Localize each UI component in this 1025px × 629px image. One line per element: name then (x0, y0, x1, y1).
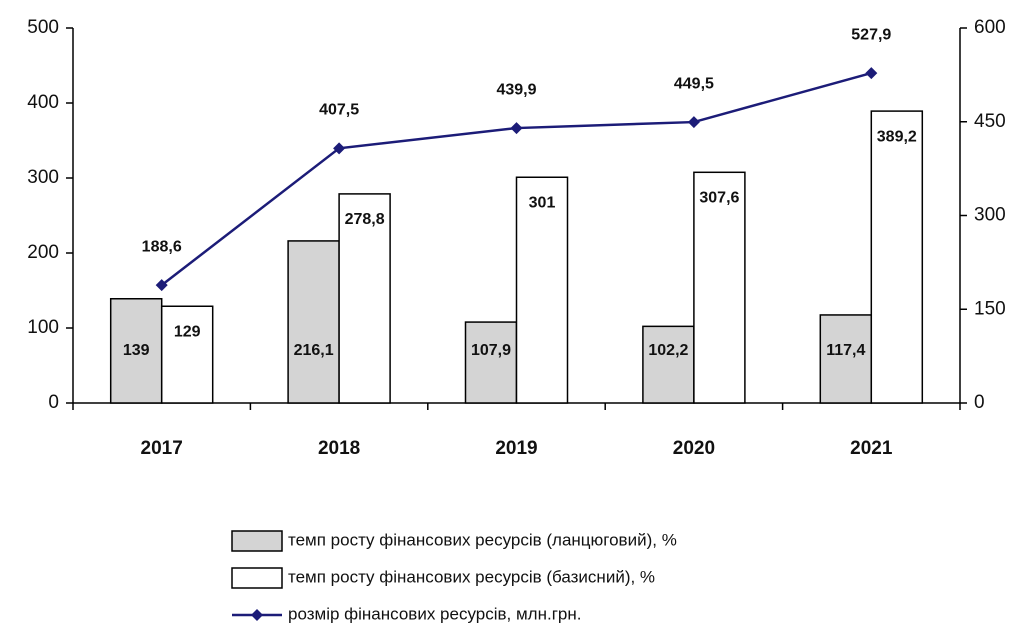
bar (464, 321, 518, 404)
bar (160, 305, 214, 404)
y-tick-label: 400 (27, 92, 59, 113)
legend-swatch (231, 530, 283, 552)
y2-tick-label: 150 (974, 298, 1006, 319)
x-tick-label: 2017 (141, 438, 183, 459)
y2-tick-label: 600 (974, 17, 1006, 38)
data-label: 129 (174, 323, 201, 340)
legend-swatch (231, 567, 283, 589)
legend-label: розмір фінансових ресурсів, млн.грн. (288, 604, 581, 623)
y-tick-label: 100 (27, 317, 59, 338)
data-label: 389,2 (877, 128, 917, 145)
bar (338, 193, 391, 404)
data-label: 527,9 (851, 26, 891, 43)
y-tick-label: 0 (48, 392, 59, 413)
bar (109, 298, 163, 404)
data-label: 216,1 (294, 342, 334, 359)
x-tick-label: 2019 (495, 438, 537, 459)
data-label: 407,5 (319, 102, 359, 119)
y-tick-label: 300 (27, 167, 59, 188)
data-label: 139 (123, 342, 150, 359)
bar (693, 171, 746, 404)
data-label: 278,8 (345, 211, 385, 228)
x-tick-label: 2020 (673, 438, 715, 459)
bar (819, 314, 873, 404)
y2-tick-label: 0 (974, 392, 985, 413)
y-tick-label: 200 (27, 242, 59, 263)
x-tick-label: 2021 (850, 438, 893, 459)
legend-label: темп росту фінансових ресурсів (базисний… (288, 567, 655, 586)
y-tick-label: 500 (27, 17, 59, 38)
data-label: 117,4 (826, 342, 865, 359)
legend-label: темп росту фінансових ресурсів (ланцюгов… (288, 530, 677, 549)
y2-tick-label: 300 (974, 205, 1006, 226)
data-label: 307,6 (699, 190, 739, 207)
marker (333, 142, 346, 155)
marker (510, 122, 523, 135)
marker (687, 116, 700, 129)
bar (515, 176, 569, 404)
data-label: 102,2 (648, 342, 688, 359)
bar (287, 240, 340, 404)
data-label: 107,9 (471, 342, 511, 359)
data-label: 188,6 (142, 238, 182, 255)
legend-marker (251, 609, 263, 621)
data-label: 301 (529, 194, 556, 211)
bar (870, 110, 924, 404)
y2-tick-label: 450 (974, 111, 1006, 132)
marker (155, 279, 168, 292)
data-label: 439,9 (496, 81, 536, 98)
marker (865, 67, 878, 80)
bar (642, 325, 695, 404)
x-tick-label: 2018 (318, 438, 360, 459)
data-label: 449,5 (674, 75, 714, 92)
